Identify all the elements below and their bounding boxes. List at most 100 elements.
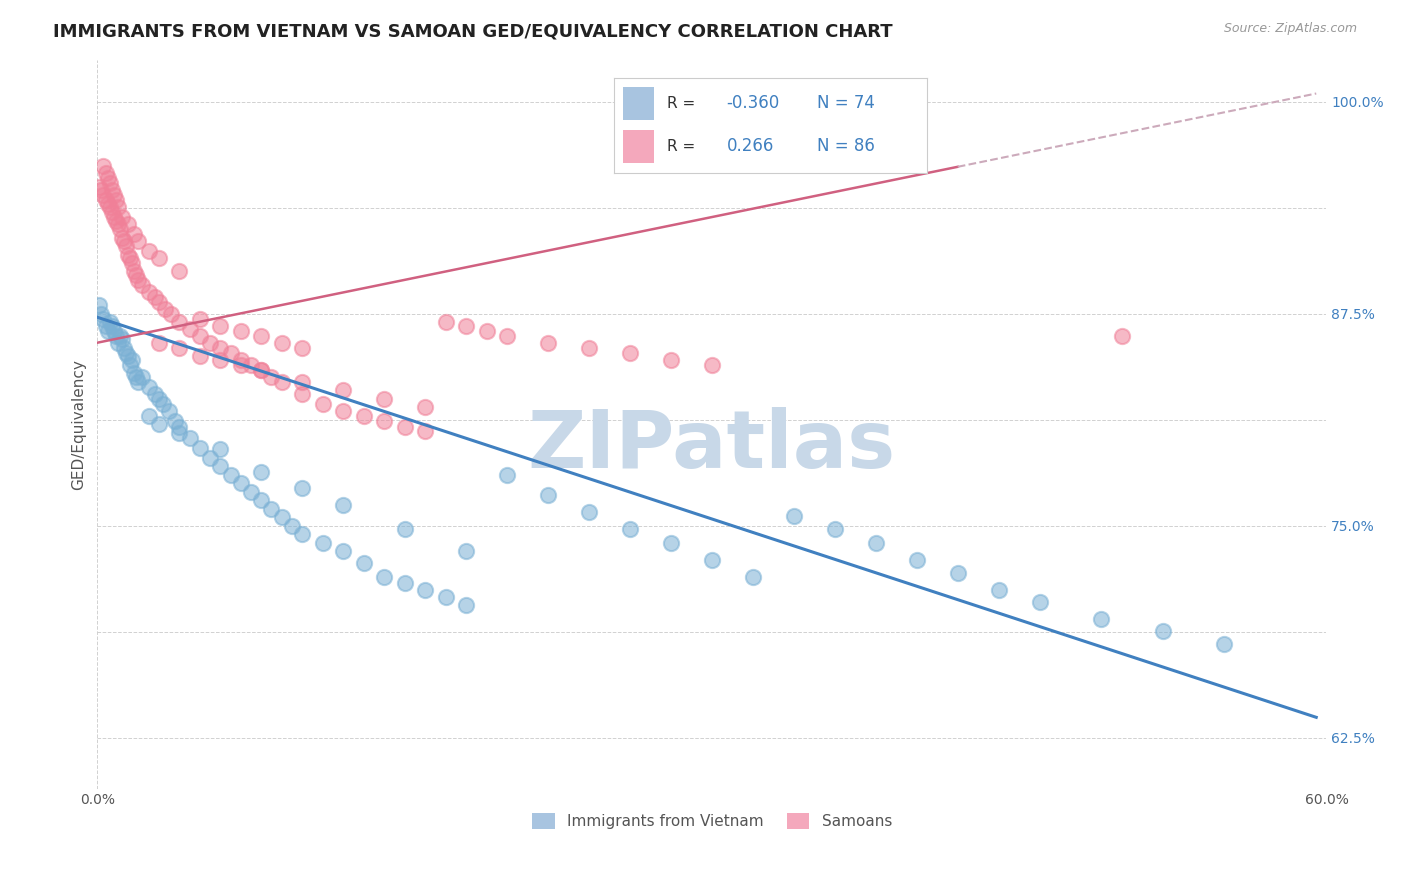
Point <box>111 230 134 244</box>
Point <box>122 366 145 380</box>
Point <box>117 247 139 261</box>
Point <box>198 450 221 465</box>
Point <box>413 583 436 598</box>
Point <box>169 264 191 278</box>
Point <box>240 484 263 499</box>
Text: ZIPatlas: ZIPatlas <box>527 407 896 485</box>
Point <box>219 346 242 360</box>
Point <box>291 482 314 496</box>
Point <box>104 329 127 343</box>
Point <box>188 329 211 343</box>
Point <box>100 318 122 333</box>
Point <box>103 211 125 225</box>
Point <box>169 420 191 434</box>
Point <box>104 213 127 227</box>
Point <box>865 535 887 549</box>
Point <box>100 205 122 219</box>
Y-axis label: GED/Equivalency: GED/Equivalency <box>72 359 86 490</box>
Point <box>179 431 201 445</box>
Point <box>905 552 928 566</box>
Point <box>127 375 149 389</box>
Point <box>115 346 138 360</box>
Point <box>783 508 806 523</box>
Point <box>413 424 436 438</box>
Point <box>103 188 125 202</box>
Point <box>122 227 145 242</box>
Point <box>312 397 335 411</box>
Point <box>1028 595 1050 609</box>
Point <box>260 369 283 384</box>
Point <box>291 386 314 401</box>
Point <box>946 566 969 581</box>
Point <box>394 522 416 536</box>
Point <box>394 420 416 434</box>
Point <box>179 322 201 336</box>
Point <box>127 273 149 287</box>
Point <box>659 352 682 367</box>
Point <box>413 400 436 414</box>
Point <box>219 467 242 482</box>
Text: Source: ZipAtlas.com: Source: ZipAtlas.com <box>1223 22 1357 36</box>
Legend: Immigrants from Vietnam, Samoans: Immigrants from Vietnam, Samoans <box>526 807 898 836</box>
Point <box>121 352 143 367</box>
Point <box>112 341 135 355</box>
Point <box>353 556 375 570</box>
Point <box>97 324 120 338</box>
Point <box>1111 329 1133 343</box>
Point <box>229 324 252 338</box>
Point <box>188 441 211 455</box>
Point <box>250 363 273 377</box>
Point <box>111 332 134 346</box>
Point <box>619 522 641 536</box>
Point <box>434 590 457 604</box>
Point <box>103 324 125 338</box>
Point <box>270 335 292 350</box>
Point <box>127 234 149 248</box>
Point <box>165 414 187 428</box>
Point <box>89 179 111 194</box>
Point <box>107 335 129 350</box>
Point <box>700 552 723 566</box>
Point <box>353 409 375 423</box>
Point <box>138 244 160 259</box>
Point <box>456 318 478 333</box>
Point <box>98 315 121 329</box>
Point <box>138 285 160 299</box>
Point <box>97 196 120 211</box>
Point <box>332 383 354 397</box>
Point <box>152 397 174 411</box>
Point <box>1090 612 1112 626</box>
Point <box>332 499 354 513</box>
Point <box>93 188 115 202</box>
Point <box>209 459 232 474</box>
Point <box>291 341 314 355</box>
Point <box>250 465 273 479</box>
Point <box>94 166 117 180</box>
Point <box>373 569 395 583</box>
Point <box>578 505 600 519</box>
Point <box>148 335 170 350</box>
Point <box>824 522 846 536</box>
Point <box>153 301 176 316</box>
Point <box>1213 637 1236 651</box>
Point <box>89 298 111 312</box>
Point <box>434 315 457 329</box>
Point <box>125 369 148 384</box>
Point <box>115 239 138 253</box>
Point <box>332 403 354 417</box>
Point <box>619 346 641 360</box>
Point <box>107 200 129 214</box>
Point <box>496 467 519 482</box>
Point <box>138 409 160 423</box>
Point <box>97 171 120 186</box>
Point <box>93 160 115 174</box>
Point <box>270 375 292 389</box>
Point <box>125 268 148 282</box>
Point <box>90 307 112 321</box>
Point <box>250 493 273 508</box>
Point <box>148 295 170 310</box>
Point <box>537 488 560 502</box>
Point <box>987 583 1010 598</box>
Point <box>111 211 134 225</box>
Point <box>209 442 232 457</box>
